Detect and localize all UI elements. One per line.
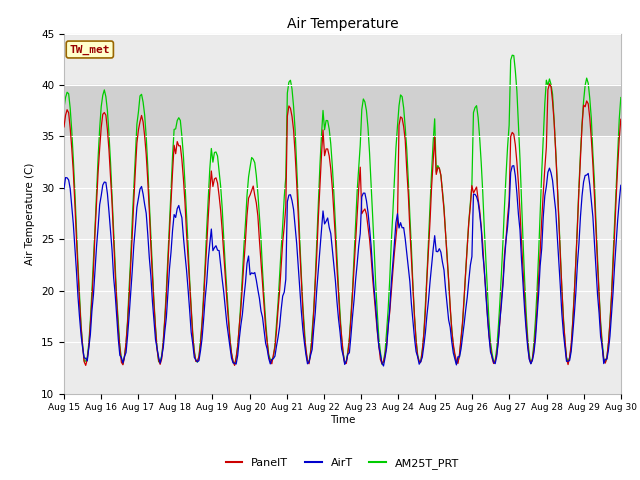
X-axis label: Time: Time <box>330 415 355 425</box>
Bar <box>64 85 621 136</box>
Title: Air Temperature: Air Temperature <box>287 17 398 31</box>
Y-axis label: Air Temperature (C): Air Temperature (C) <box>26 162 35 265</box>
Text: TW_met: TW_met <box>70 44 110 55</box>
Legend: PanelT, AirT, AM25T_PRT: PanelT, AirT, AM25T_PRT <box>221 453 463 473</box>
